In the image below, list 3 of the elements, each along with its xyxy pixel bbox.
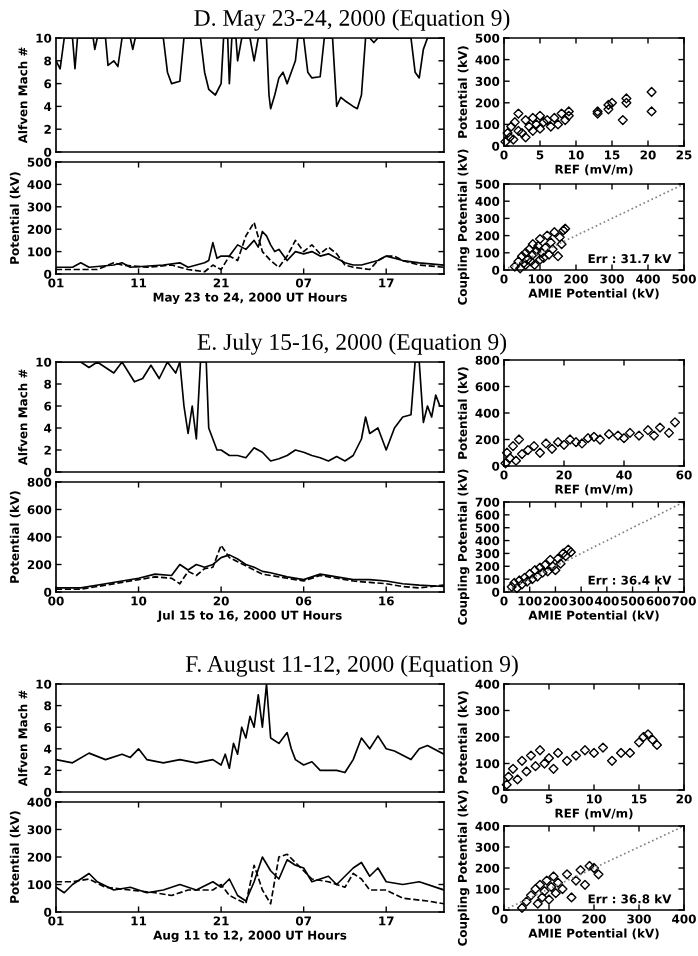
chart-title: E. July 15-16, 2000 (Equation 9) <box>197 333 507 355</box>
chart-title: D. May 23-24, 2000 (Equation 9) <box>194 9 510 31</box>
chart-title: F. August 11-12, 2000 (Equation 9) <box>185 655 518 677</box>
